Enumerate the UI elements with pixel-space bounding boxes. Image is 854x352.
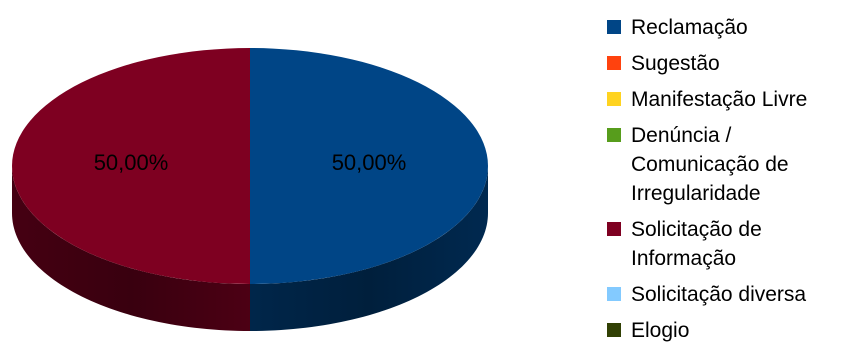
pie-slice-5: [12, 48, 250, 284]
legend-item: Manifestação Livre: [607, 85, 852, 114]
legend-swatch: [607, 92, 621, 106]
pie-tops: [12, 48, 488, 284]
pie-slice-1-side: [250, 166, 488, 331]
pie-slice-5-side: [12, 166, 250, 331]
pie-slice-5-label: 50,00%: [94, 150, 169, 175]
chart-legend: Reclamação Sugestão Manifestação Livre Denú…: [607, 13, 852, 352]
legend-label: Elogio: [631, 319, 690, 342]
legend-swatch: [607, 287, 621, 301]
legend-swatch: [607, 323, 621, 337]
legend-label: Sugestão: [631, 52, 720, 75]
legend-label: Solicitação diversa: [631, 283, 807, 306]
legend-swatch: [607, 20, 621, 34]
legend-swatch: [607, 56, 621, 70]
pie-slice-1: [250, 48, 488, 284]
legend-swatch: [607, 128, 621, 142]
legend-item: Solicitação de Informação: [607, 215, 852, 273]
legend-label: Solicitação de Informação: [631, 218, 762, 270]
legend-swatch: [607, 222, 621, 236]
pie-slice-1-label: 50,00%: [332, 150, 407, 175]
legend-item: Elogio: [607, 316, 852, 345]
legend-label: Reclamação: [631, 16, 748, 39]
legend-label: Denúncia / Comunicação de Irregularidade: [631, 124, 789, 205]
legend-label: Manifestação Livre: [631, 88, 808, 111]
legend-item: Sugestão: [607, 49, 852, 78]
legend-item: Solicitação diversa: [607, 280, 852, 309]
legend-item: Reclamação: [607, 13, 852, 42]
pie-sides: [12, 166, 488, 331]
legend-item: Denúncia / Comunicação de Irregularidade: [607, 121, 852, 208]
